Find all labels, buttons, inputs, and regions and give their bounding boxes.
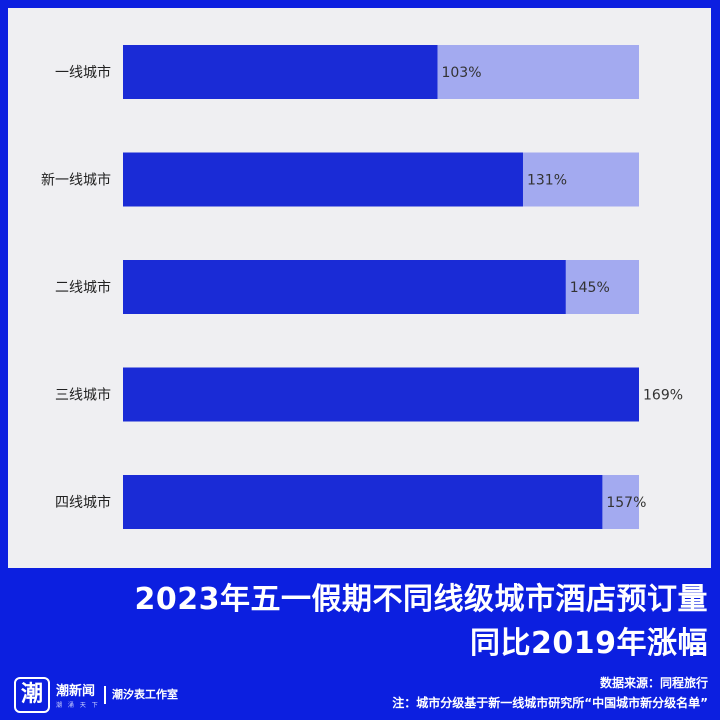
title-line-1: 2023年五一假期不同线级城市酒店预订量 — [134, 582, 708, 617]
bar — [123, 45, 438, 99]
category-label: 四线城市 — [55, 494, 111, 511]
footnote: 注：城市分级基于新一线城市研究所“中国城市新分级名单” — [392, 696, 708, 710]
category-label: 二线城市 — [55, 279, 111, 296]
chart-panel: 一线城市 103% 新一线城市 131% 二线城市 145% 三线城市 169% 四线城市 157… — [8, 8, 711, 568]
bar — [123, 260, 566, 314]
value-label: 145% — [570, 280, 610, 296]
bar — [123, 152, 523, 207]
category-label: 三线城市 — [55, 387, 111, 404]
brand-divider — [104, 686, 106, 704]
category-label: 一线城市 — [55, 64, 111, 81]
brand-slogan: 潮 涌 天 下 — [56, 702, 100, 709]
value-label: 157% — [606, 495, 646, 511]
value-label: 169% — [643, 388, 683, 404]
bar-chart: 一线城市 103% 新一线城市 131% 二线城市 145% 三线城市 169% 四线城市 157… — [41, 45, 683, 529]
studio-name: 潮汐表工作室 — [112, 688, 178, 701]
value-label: 103% — [441, 65, 481, 81]
bar — [123, 367, 639, 422]
data-source: 数据来源：同程旅行 — [599, 676, 708, 690]
chart-title: 2023年五一假期不同线级城市酒店预订量 同比2019年涨幅 — [8, 578, 708, 666]
bar — [123, 475, 603, 529]
brand-name: 潮新闻 — [56, 684, 96, 699]
brand-logo-icon: 潮 — [14, 677, 50, 713]
value-label: 131% — [527, 173, 567, 189]
footer: 潮 潮新闻 潮 涌 天 下 潮汐表工作室 数据来源：同程旅行 注：城市分级基于新… — [0, 672, 720, 720]
title-line-2: 同比2019年涨幅 — [470, 626, 708, 661]
category-label: 新一线城市 — [41, 172, 111, 189]
